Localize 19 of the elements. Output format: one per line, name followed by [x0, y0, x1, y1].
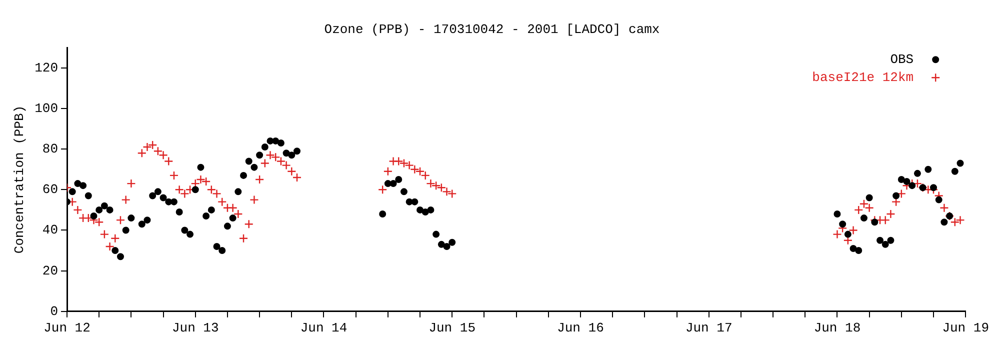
x-tick-label: Jun 17	[685, 320, 732, 336]
y-tick-label: 100	[34, 100, 58, 116]
x-tick-label: Jun 15	[428, 320, 476, 336]
y-axis-title: Concentration (PPB)	[12, 105, 28, 254]
chart-title: Ozone (PPB) - 170310042 - 2001 [LADCO] camx	[324, 22, 660, 38]
y-tick-label: 40	[42, 222, 58, 238]
x-tick-label: Jun 12	[44, 320, 90, 336]
x-tick-label: Jun 18	[814, 320, 861, 336]
x-tick-label: Jun 16	[557, 320, 604, 336]
x-tick-label: Jun 19	[942, 320, 989, 336]
legend-label: baseI21e 12km	[812, 70, 914, 86]
y-tick-label: 60	[42, 182, 58, 198]
y-tick-label: 0	[50, 304, 58, 319]
legend-label: OBS	[890, 52, 914, 68]
x-tick-label: Jun 14	[300, 320, 348, 336]
x-tick-label: Jun 13	[172, 320, 219, 336]
y-tick-label: 20	[42, 263, 58, 278]
y-tick-label: 80	[42, 142, 58, 156]
y-tick-label: 120	[34, 60, 58, 76]
